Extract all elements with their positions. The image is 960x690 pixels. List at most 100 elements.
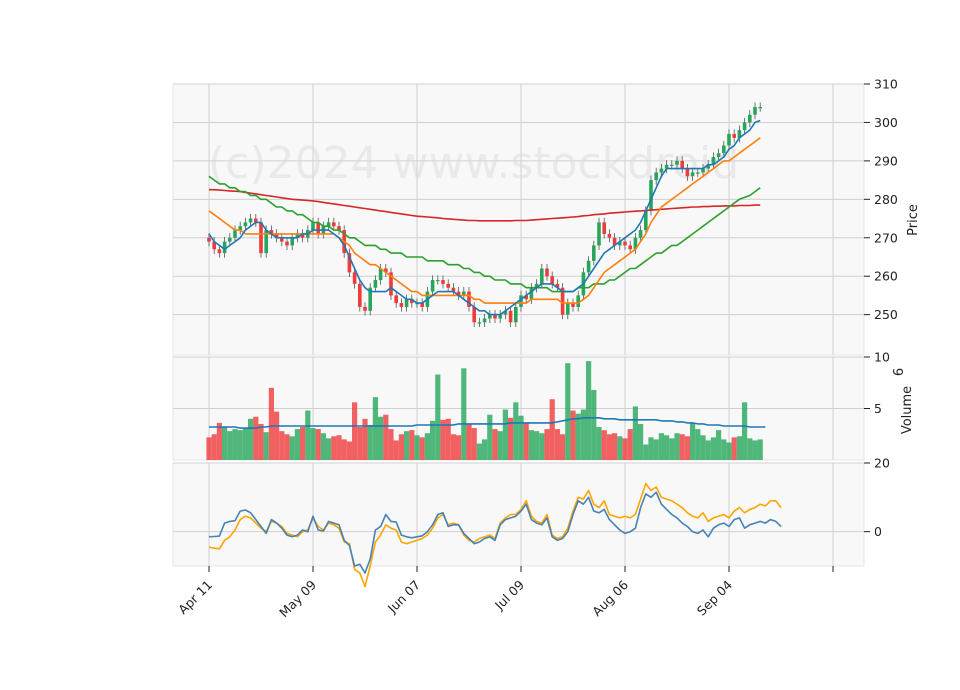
volume-bar [700,435,706,460]
candle-up [311,222,315,231]
x-tick-label: Apr 11 [175,577,215,617]
candle-down [332,222,336,227]
volume-ma-line [209,416,766,429]
candle-down [524,295,528,300]
ma-fast-line [208,119,761,316]
volume-bar [232,429,238,460]
candle-down [732,133,736,138]
candle-down [467,291,471,307]
price-tick-label: 280 [874,192,898,207]
volume-bar [362,418,368,460]
candle-down [269,230,274,234]
candle-down [280,237,284,242]
candle-down [550,276,554,284]
volume-bar [523,422,529,460]
candle-down [680,160,684,169]
oscillator-lines [208,482,782,588]
volume-bar [456,435,462,460]
volume-bar [565,363,571,460]
volume-bar [606,434,612,460]
candle-up [670,164,674,166]
volume-bar [742,402,748,460]
volume-bar [508,417,514,460]
volume-bar [305,410,311,460]
volume-bar [643,444,649,460]
volume-bar [679,434,685,460]
candle-up [644,210,648,231]
candle-up [295,233,300,238]
candle-up [290,237,294,246]
volume-bar [300,427,306,460]
volume-bar [315,429,321,460]
volume-bar [554,429,560,460]
volume-bar [440,419,446,460]
candle-up [482,318,487,323]
volume-bar [206,437,212,460]
volume-bar [570,410,576,460]
volume-bar [414,435,420,460]
volume-bar [674,433,680,460]
candle-down [384,268,388,273]
candle-up [503,310,508,315]
candle-up [264,230,268,254]
price-tick-label: 250 [874,307,898,322]
price-axis-label: Price [906,204,921,236]
volume-bar [253,416,259,460]
volume-bar [430,420,436,460]
volume-bar [367,424,373,460]
oscillator-tick-label: 20 [874,456,890,471]
volume-bar [466,423,472,460]
x-tick-label: Jul 09 [491,577,527,613]
candle-down [410,299,414,304]
volume-bar [586,361,592,460]
candle-up [430,280,435,292]
volume-bar [690,422,696,460]
candle-down [441,280,445,284]
candle-up [690,172,695,177]
volume-bar [736,436,742,460]
volume-bar [726,442,732,460]
volume-bar [310,428,316,460]
candle-up [618,241,622,246]
volume-bar [560,434,566,460]
volume-bar [435,374,441,460]
candle-up [706,164,710,169]
candle-up [222,241,227,254]
volume-bar [684,436,690,460]
candle-down [451,287,456,292]
candle-up [711,157,716,165]
candle-up [248,218,253,223]
volume-bar [622,438,628,460]
volume-bar [658,433,664,460]
candle-down [394,295,398,304]
volume-bar [398,434,404,460]
volume-bar [695,429,701,460]
price-panel: (c)2024 www.stockdroid 25026027028029030… [172,77,921,356]
volume-bar [575,413,581,460]
candle-down [337,226,341,231]
volume-ma-polyline [209,416,766,429]
candle-down [545,268,549,277]
volume-bar [419,437,425,460]
volume-bar [632,406,638,460]
volume-bar [326,438,332,460]
candle-down [274,233,279,238]
volume-bar [513,402,519,460]
volume-bar [612,433,618,460]
candle-up [675,160,679,165]
candle-up [498,314,502,319]
volume-bar [492,429,498,460]
candle-down [217,249,222,254]
candle-up [758,107,762,109]
candle-down [493,314,497,319]
candle-up [727,133,731,146]
candle-down [560,287,565,315]
volume-axis-ticks: 5 10 [864,350,890,416]
volume-bar [617,436,623,460]
volume-bar [216,422,222,460]
candle-down [207,237,211,242]
volume-exponent-label: 6 [892,368,907,376]
volume-bar [242,428,248,460]
volume-bar [289,436,295,460]
volume-axis-label: Volume [900,386,915,434]
